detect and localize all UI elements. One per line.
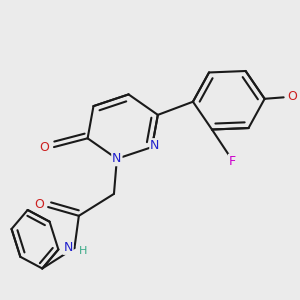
Text: N: N	[150, 139, 160, 152]
Text: O: O	[287, 90, 297, 103]
Text: F: F	[229, 154, 236, 168]
Text: N: N	[112, 152, 122, 165]
Text: O: O	[34, 198, 44, 211]
Text: O: O	[39, 141, 49, 154]
Text: H: H	[79, 246, 87, 256]
Text: N: N	[63, 241, 73, 254]
